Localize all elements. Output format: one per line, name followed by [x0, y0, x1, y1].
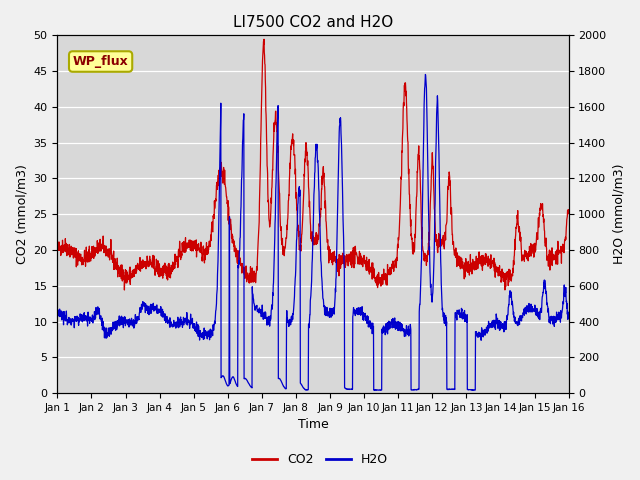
- CO2: [289, 141, 297, 146]
- Legend: CO2, H2O: CO2, H2O: [247, 448, 393, 471]
- X-axis label: Time: Time: [298, 419, 328, 432]
- H2O: [550, 318, 558, 324]
- H2O: [54, 309, 61, 314]
- H2O: [550, 324, 558, 329]
- Y-axis label: CO2 (mmol/m3): CO2 (mmol/m3): [15, 164, 28, 264]
- CO2: [260, 36, 268, 42]
- Line: H2O: H2O: [58, 74, 568, 390]
- CO2: [456, 266, 464, 272]
- CO2: [564, 209, 572, 215]
- CO2: [120, 287, 128, 293]
- H2O: [302, 387, 310, 393]
- H2O: [422, 72, 429, 77]
- Title: LI7500 CO2 and H2O: LI7500 CO2 and H2O: [233, 15, 393, 30]
- H2O: [79, 317, 87, 323]
- Line: CO2: CO2: [58, 39, 568, 290]
- H2O: [373, 387, 381, 393]
- CO2: [550, 257, 558, 263]
- CO2: [550, 254, 558, 260]
- CO2: [303, 145, 310, 151]
- H2O: [456, 313, 464, 319]
- Text: WP_flux: WP_flux: [73, 55, 129, 68]
- CO2: [54, 245, 61, 251]
- H2O: [564, 315, 572, 321]
- CO2: [79, 257, 87, 263]
- H2O: [289, 312, 296, 318]
- Y-axis label: H2O (mmol/m3): H2O (mmol/m3): [612, 164, 625, 264]
